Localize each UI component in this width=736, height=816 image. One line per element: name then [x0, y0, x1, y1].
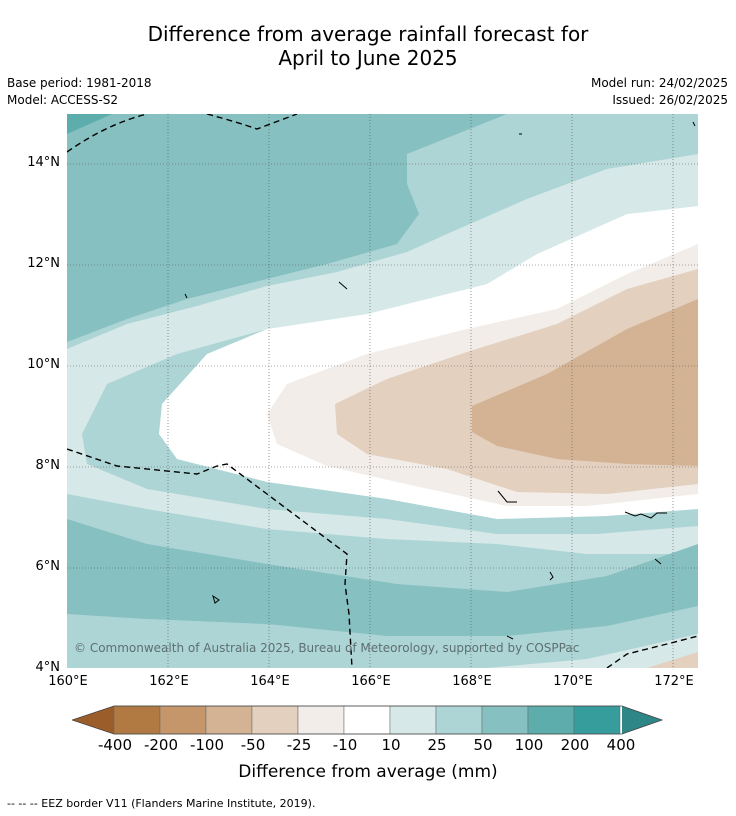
zone-neg-bottom-right [647, 652, 698, 668]
cb-segment [297, 705, 345, 735]
cb-segment [251, 705, 299, 735]
lat-label-8n: 8°N [35, 458, 61, 473]
lat-label-14n: 14°N [27, 155, 60, 170]
zone-pos-10-25-south [487, 634, 698, 668]
lon-label-162e: 162°E [149, 674, 189, 689]
cb-segment [205, 705, 253, 735]
eez-borders [67, 114, 698, 668]
lon-label-166e: 166°E [351, 674, 391, 689]
rainfall-map [67, 114, 698, 668]
lat-label-12n: 12°N [27, 256, 60, 271]
lon-label-172e: 172°E [654, 674, 694, 689]
model-run: Model run: 24/02/2025 [590, 76, 728, 90]
cb-label: -25 [286, 736, 312, 754]
islands [184, 121, 696, 640]
cb-label: 50 [473, 736, 493, 754]
lat-label-10n: 10°N [27, 357, 60, 372]
copyright-notice: © Commonwealth of Australia 2025, Bureau… [74, 641, 580, 655]
lat-label-6n: 6°N [35, 559, 61, 574]
cb-label: 200 [560, 736, 590, 754]
cb-label: 400 [606, 736, 636, 754]
cb-segment [113, 705, 161, 735]
map-svg [67, 114, 698, 668]
cb-segment [573, 705, 621, 735]
issued-date: Issued: 26/02/2025 [612, 93, 728, 107]
cb-extend-high [622, 706, 662, 734]
zone-pos-10-25 [67, 154, 698, 554]
cb-label: 10 [381, 736, 401, 754]
zone-pos-50-100-south [67, 519, 698, 636]
lon-label-170e: 170°E [553, 674, 593, 689]
model-name: Model: ACCESS-S2 [7, 93, 119, 107]
zone-neg-50-100 [472, 299, 698, 466]
cb-segment [389, 705, 437, 735]
colorbar-labels: -400 -200 -100 -50 -25 -10 10 25 50 100 … [0, 736, 736, 756]
lon-label-168e: 168°E [452, 674, 492, 689]
zone-pos-100-200-corner [67, 114, 112, 134]
base-period: Base period: 1981-2018 [7, 76, 152, 90]
cb-label: -100 [189, 736, 225, 754]
cb-label: -10 [332, 736, 358, 754]
cb-segment [159, 705, 207, 735]
cb-label: 100 [514, 736, 544, 754]
zone-pos-50-100-north [67, 114, 507, 342]
cb-segment [435, 705, 483, 735]
title-line-2: April to June 2025 [278, 46, 458, 70]
gridlines [67, 114, 698, 668]
cb-label: -400 [97, 736, 133, 754]
cb-extend-low [72, 706, 114, 734]
lon-label-164e: 164°E [250, 674, 290, 689]
cb-label: -50 [240, 736, 266, 754]
meta-left: Base period: 1981-2018 Model: ACCESS-S2 [7, 75, 152, 109]
lon-label-160e: 160°E [48, 674, 88, 689]
lat-label-4n: 4°N [35, 660, 61, 675]
meta-right: Model run: 24/02/2025 Issued: 26/02/2025 [591, 75, 728, 109]
cb-segment [481, 705, 529, 735]
colorbar-title: Difference from average (mm) [238, 762, 498, 782]
cb-label: 25 [427, 736, 447, 754]
cb-segment [527, 705, 575, 735]
cb-label: -200 [143, 736, 179, 754]
title-line-1: Difference from average rainfall forecas… [147, 22, 589, 46]
eez-footnote: -- -- -- EEZ border V11 (Flanders Marine… [7, 797, 316, 810]
colorbar-outline [72, 705, 664, 735]
colorbar [72, 705, 664, 735]
colorbar-segments [72, 705, 662, 735]
map-title: Difference from average rainfall forecas… [0, 22, 736, 70]
cb-segment [343, 705, 391, 735]
